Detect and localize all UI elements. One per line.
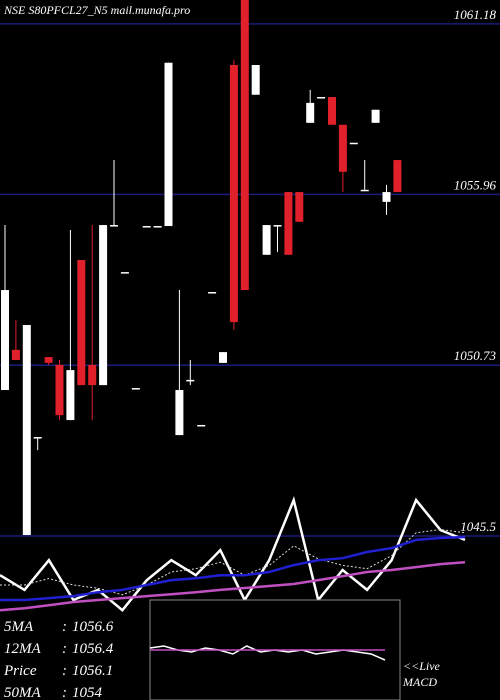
- candle-body: [164, 62, 173, 227]
- candle-body: [338, 124, 347, 172]
- y-tick-label: 1045.5: [460, 519, 496, 534]
- candle-body: [175, 390, 184, 436]
- candle-body: [120, 272, 129, 274]
- candle-body: [88, 364, 97, 386]
- macd-label: MACD: [402, 675, 437, 689]
- candle-body: [251, 65, 260, 95]
- candle-body: [11, 349, 20, 360]
- candle-body: [142, 226, 151, 228]
- candle-body: [186, 379, 195, 382]
- candle-body: [360, 189, 369, 192]
- indicator-sep: :: [62, 685, 67, 700]
- indicator-value: 1056.4: [72, 641, 114, 657]
- candle-body: [131, 388, 140, 390]
- candle-body: [382, 192, 391, 202]
- candle-body: [273, 225, 282, 227]
- indicator-label: Price: [3, 663, 37, 679]
- candle-body: [219, 352, 227, 363]
- candle-body: [33, 437, 42, 439]
- candle-body: [22, 325, 31, 536]
- indicator-value: 1054: [72, 685, 103, 700]
- candle-body: [371, 109, 380, 123]
- candle-body: [1, 290, 9, 391]
- candle-body: [77, 260, 86, 386]
- indicator-label: 50MA: [4, 685, 41, 700]
- candle-body: [208, 292, 217, 294]
- candle-body: [44, 357, 53, 363]
- y-tick-label: 1055.96: [454, 177, 497, 192]
- chart-title: NSE S80PFCL27_N5 mail.munafa.pro: [3, 3, 190, 17]
- candle-body: [349, 142, 358, 145]
- candle-body: [393, 160, 402, 193]
- indicator-label: 12MA: [4, 641, 41, 657]
- indicator-line: [0, 535, 466, 602]
- indicator-label: 5MA: [4, 619, 34, 635]
- candle-body: [262, 225, 271, 255]
- indicator-sep: :: [62, 619, 67, 635]
- candle-body: [153, 226, 162, 228]
- candle-body: [197, 424, 206, 427]
- candle-body: [99, 225, 108, 386]
- candle-body: [110, 225, 118, 227]
- y-tick-label: 1061.18: [454, 7, 497, 22]
- candle-body: [66, 370, 75, 421]
- candle-body: [295, 192, 304, 222]
- indicator-line: [0, 496, 466, 612]
- indicator-line: [0, 560, 466, 612]
- candle-body: [284, 192, 293, 255]
- indicator-sep: :: [62, 641, 67, 657]
- indicator-value: 1056.1: [72, 663, 113, 679]
- macd-label: <<Live: [403, 659, 441, 673]
- indicator-line: [0, 528, 466, 596]
- candle-body: [317, 97, 326, 99]
- indicator-value: 1056.6: [72, 619, 114, 635]
- candle-body: [229, 65, 238, 323]
- candle-body: [306, 102, 315, 123]
- candle-body: [328, 97, 336, 125]
- candle-body: [240, 0, 249, 291]
- y-tick-label: 1050.73: [454, 348, 497, 363]
- indicator-sep: :: [62, 663, 67, 679]
- candle-body: [55, 364, 64, 416]
